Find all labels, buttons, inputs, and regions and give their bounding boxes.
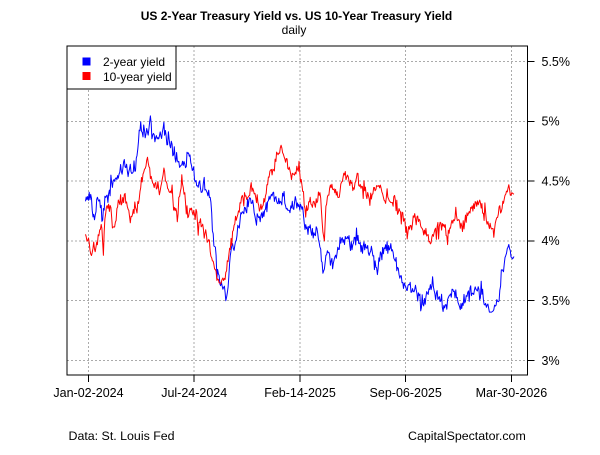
svg-text:4%: 4% [542,234,560,248]
svg-text:Jul-24-2024: Jul-24-2024 [161,386,227,400]
svg-text:CapitalSpectator.com: CapitalSpectator.com [408,429,526,443]
svg-text:3.5%: 3.5% [542,294,571,308]
svg-text:5.5%: 5.5% [542,55,571,69]
svg-text:10-year yield: 10-year yield [103,70,172,84]
svg-text:Sep-06-2025: Sep-06-2025 [370,386,442,400]
svg-text:Mar-30-2026: Mar-30-2026 [476,386,548,400]
svg-text:Feb-14-2025: Feb-14-2025 [264,386,336,400]
svg-text:4.5%: 4.5% [542,174,571,188]
svg-text:Data: St. Louis Fed: Data: St. Louis Fed [69,429,175,443]
svg-text:Jan-02-2024: Jan-02-2024 [53,386,123,400]
svg-text:daily: daily [282,23,307,37]
svg-text:US 2-Year Treasury Yield vs. U: US 2-Year Treasury Yield vs. US 10-Year … [141,9,453,23]
svg-text:2-year yield: 2-year yield [103,55,165,69]
svg-text:3%: 3% [542,354,560,368]
svg-text:5%: 5% [542,115,560,129]
